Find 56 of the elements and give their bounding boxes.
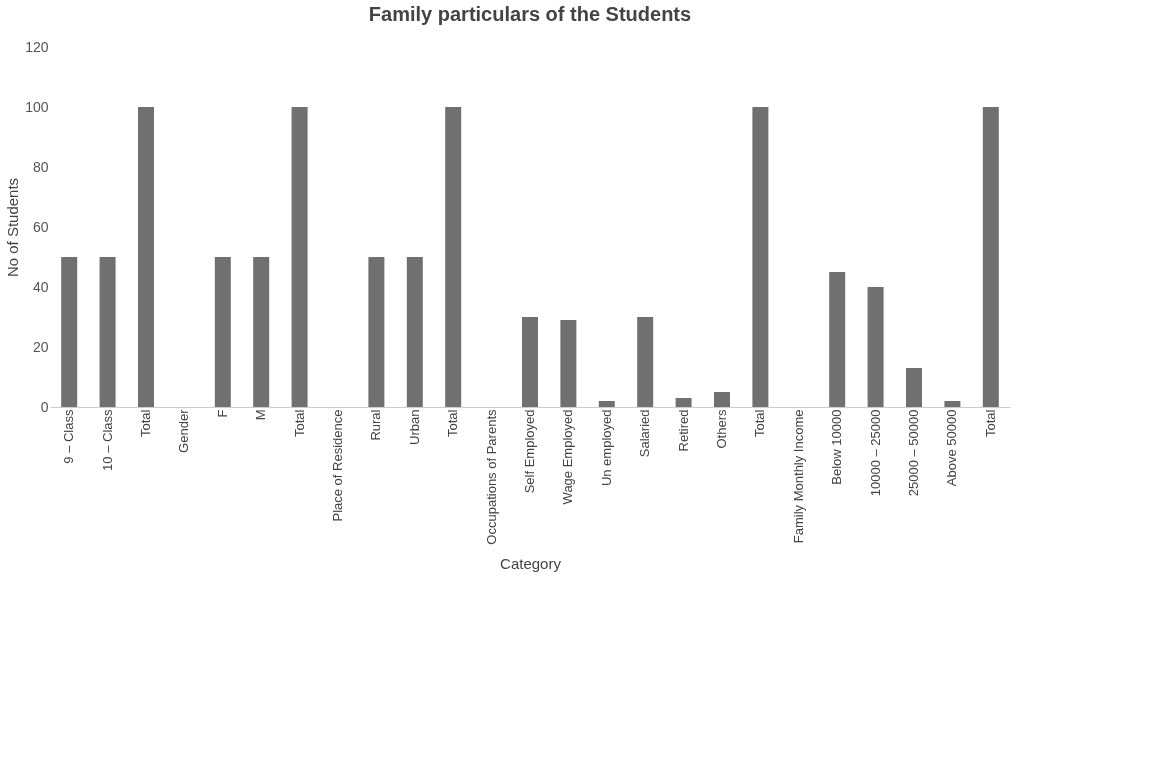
y-tick-label: 120 bbox=[25, 38, 49, 55]
x-tick-label: Place of Residence bbox=[330, 409, 345, 522]
bar bbox=[61, 257, 78, 407]
x-tick-label: 10 – Class bbox=[99, 409, 115, 471]
bar bbox=[982, 107, 999, 407]
bar bbox=[675, 398, 692, 407]
bar bbox=[906, 368, 922, 407]
y-tick-label: 0 bbox=[40, 398, 49, 415]
x-axis-title: Category bbox=[500, 554, 562, 572]
bar bbox=[522, 317, 538, 407]
x-tick-label: 25000 – 50000 bbox=[906, 409, 921, 497]
x-tick-label: Rural bbox=[368, 409, 384, 441]
bar bbox=[214, 257, 231, 407]
x-tick-label: Self Employed bbox=[522, 409, 537, 494]
bar bbox=[637, 317, 654, 407]
x-tick-label: Others bbox=[714, 409, 729, 449]
x-tick-label: Total bbox=[291, 409, 307, 437]
bar bbox=[291, 107, 308, 407]
x-tick-label: Wage Employed bbox=[560, 409, 576, 505]
bar bbox=[867, 287, 884, 407]
bar bbox=[944, 401, 961, 407]
x-tick-label: Total bbox=[445, 409, 461, 437]
x-tick-label: Urban bbox=[406, 409, 422, 445]
x-tick-label: Below 10000 bbox=[829, 409, 845, 485]
y-tick-label: 40 bbox=[32, 278, 49, 295]
bar bbox=[598, 401, 615, 407]
y-tick-label: 100 bbox=[25, 98, 49, 115]
x-tick-label: 9 – Class bbox=[61, 409, 77, 464]
bar bbox=[560, 320, 577, 407]
x-tick-label: Family Monthly Income bbox=[790, 409, 806, 544]
y-tick-label: 60 bbox=[32, 218, 49, 235]
x-tick-label: Above 50000 bbox=[944, 409, 960, 487]
y-axis-title: No of Students bbox=[4, 177, 22, 278]
x-tick-label: Total bbox=[752, 409, 768, 437]
bar bbox=[752, 107, 769, 407]
bar bbox=[99, 257, 116, 407]
bar bbox=[829, 272, 846, 407]
x-tick-label: Un employed bbox=[598, 409, 614, 487]
bar bbox=[714, 392, 730, 407]
x-tick-label: Total bbox=[138, 409, 153, 437]
x-tick-label: Total bbox=[982, 409, 998, 437]
x-tick-label: Gender bbox=[176, 408, 192, 453]
x-tick-label: Retired bbox=[675, 409, 691, 452]
bar bbox=[368, 257, 385, 407]
y-tick-label: 80 bbox=[32, 158, 49, 175]
x-tick-label: Salaried bbox=[637, 409, 653, 458]
bar bbox=[138, 107, 154, 407]
x-tick-label: 10000 – 25000 bbox=[867, 409, 883, 497]
bar bbox=[253, 257, 270, 407]
x-tick-label: M bbox=[253, 409, 269, 421]
y-tick-label: 20 bbox=[32, 338, 49, 355]
chart-title: Family particulars of the Students bbox=[368, 3, 692, 25]
x-tick-label: Occupations of Parents bbox=[483, 409, 499, 545]
x-tick-label: F bbox=[214, 409, 230, 418]
bar bbox=[406, 257, 423, 407]
bar bbox=[445, 107, 462, 407]
